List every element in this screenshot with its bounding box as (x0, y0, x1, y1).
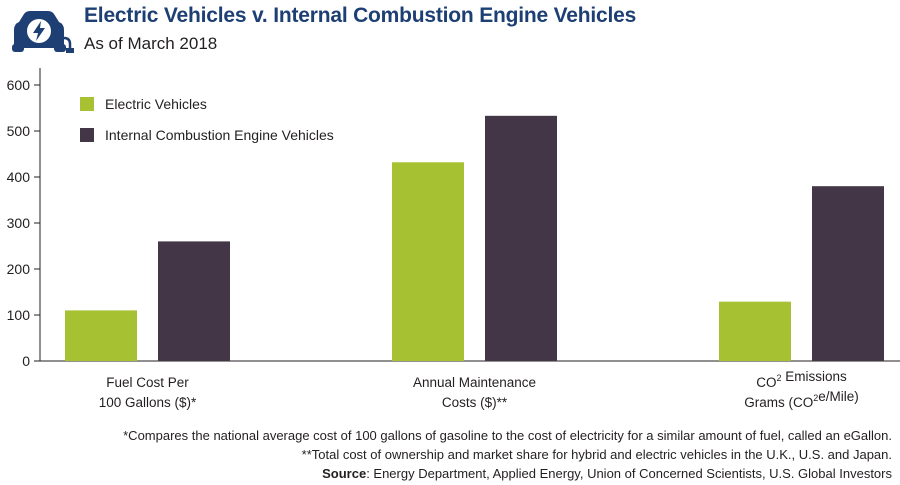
footnote-1: *Compares the national average cost of 1… (123, 428, 892, 443)
category-label-1-line2: 100 Gallons ($)* (99, 395, 197, 410)
legend-label-2: Internal Combustion Engine Vehicles (105, 127, 334, 143)
y-tick-label: 300 (7, 215, 31, 231)
category-label-2-line1: Annual Maintenance (413, 375, 536, 390)
category-label-3-line1: CO2 Emissions (756, 369, 847, 390)
ev-bar-1 (65, 310, 137, 361)
category-label-3-line2: Grams (CO2e/Mile) (744, 389, 859, 410)
legend-swatch-1 (80, 97, 94, 111)
bar-chart: 0 100 200 300 400 500 600 Fuel Cost Per 100 Gall… (7, 68, 900, 410)
ev-bar-3 (719, 301, 791, 361)
y-tick-label: 400 (7, 169, 31, 185)
ice-bar-1 (158, 241, 230, 361)
header: Electric Vehicles v. Internal Combustion… (0, 0, 900, 62)
source-line: Source: Energy Department, Applied Energ… (123, 464, 892, 483)
ev-bar-2 (392, 162, 464, 361)
y-tick-label: 500 (7, 123, 31, 139)
legend-label-1: Electric Vehicles (105, 96, 207, 112)
y-tick-label: 600 (7, 77, 31, 93)
legend-swatch-2 (80, 128, 94, 142)
ice-bar-2 (485, 115, 557, 361)
chart-title: Electric Vehicles v. Internal Combustion… (84, 4, 637, 27)
source-text: : Energy Department, Applied Energy, Uni… (366, 466, 892, 481)
source-label: Source (322, 466, 367, 481)
footnotes: *Compares the national average cost of 1… (123, 426, 892, 483)
chart-subtitle: As of March 2018 (84, 34, 218, 53)
y-tick-label: 0 (22, 353, 30, 369)
category-label-2-line2: Costs ($)** (442, 395, 508, 410)
y-tick-label: 200 (7, 261, 31, 277)
y-tick-label: 100 (7, 307, 31, 323)
ice-bar-3 (812, 186, 884, 361)
footnote-2: **Total cost of ownership and market sha… (301, 447, 892, 462)
electric-car-plug-icon (12, 11, 74, 53)
category-label-1-line1: Fuel Cost Per (106, 375, 189, 390)
